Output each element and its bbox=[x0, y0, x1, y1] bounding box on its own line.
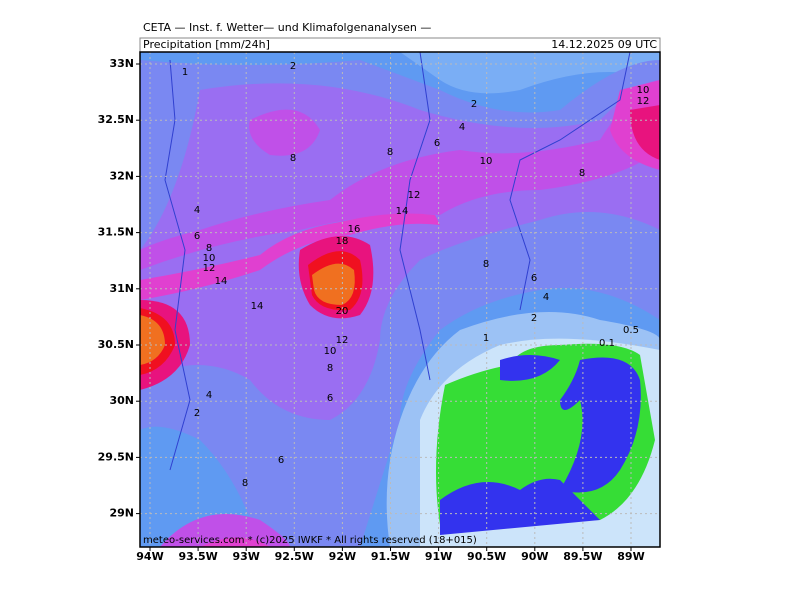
contour-label: 8 bbox=[206, 243, 212, 254]
lon-label: 93.5W bbox=[178, 550, 217, 563]
contour-label: 14 bbox=[251, 301, 264, 312]
contour-label: 8 bbox=[387, 147, 393, 158]
lon-label: 92.5W bbox=[275, 550, 314, 563]
contour-label: 16 bbox=[348, 224, 361, 235]
contour-label: 8 bbox=[483, 259, 489, 270]
lat-label: 29N bbox=[109, 507, 134, 520]
contour-label: 8 bbox=[242, 478, 248, 489]
lon-label: 90W bbox=[521, 550, 548, 563]
contour-label: 2 bbox=[531, 313, 537, 324]
lat-label: 30.5N bbox=[98, 338, 134, 351]
contour-label: 12 bbox=[203, 263, 216, 274]
footer: meteo-services.com * (c)2025 IWKF * All … bbox=[143, 535, 477, 546]
contour-label: 4 bbox=[543, 292, 549, 303]
contour-label: 12 bbox=[637, 96, 650, 107]
contour-label: 6 bbox=[327, 393, 333, 404]
contour-label: 0.1 bbox=[599, 338, 615, 349]
lat-label: 31N bbox=[109, 282, 134, 295]
contour-label: 10 bbox=[324, 346, 337, 357]
contour-label: 4 bbox=[459, 122, 465, 133]
lat-label: 32.5N bbox=[98, 113, 134, 126]
contour-label: 0.5 bbox=[623, 325, 639, 336]
contour-label: 12 bbox=[336, 335, 349, 346]
contour-label: 1 bbox=[483, 333, 489, 344]
contour-label: 6 bbox=[434, 138, 440, 149]
lon-label: 91.5W bbox=[371, 550, 410, 563]
contour-label: 8 bbox=[579, 168, 585, 179]
grid bbox=[140, 52, 660, 547]
lon-label: 91W bbox=[425, 550, 452, 563]
contour-label: 10 bbox=[637, 85, 650, 96]
contour-label: 2 bbox=[194, 408, 200, 419]
lat-label: 30N bbox=[109, 394, 134, 407]
lon-label: 90.5W bbox=[467, 550, 506, 563]
lat-label: 29.5N bbox=[98, 450, 134, 463]
lon-label: 94W bbox=[136, 550, 163, 563]
lat-label: 32N bbox=[109, 169, 134, 182]
valid-time: 14.12.2025 09 UTC bbox=[551, 38, 657, 51]
contour-label: 4 bbox=[194, 205, 200, 216]
contour-label: 2 bbox=[290, 61, 296, 72]
title: CETA — Inst. f. Wetter— und Klimafolgena… bbox=[143, 21, 431, 34]
field-name: Precipitation [mm/24h] bbox=[143, 38, 270, 51]
lon-label: 89.5W bbox=[563, 550, 602, 563]
map-field bbox=[140, 52, 660, 547]
contour-label: 4 bbox=[206, 390, 212, 401]
contour-label: 10 bbox=[480, 156, 493, 167]
contour-label: 14 bbox=[215, 276, 228, 287]
contour-label: 8 bbox=[327, 363, 333, 374]
contour-label: 18 bbox=[336, 236, 349, 247]
contour-label: 2 bbox=[471, 99, 477, 110]
map-frame bbox=[139, 51, 661, 548]
lat-label: 33N bbox=[109, 57, 134, 70]
contour-label: 1 bbox=[182, 67, 188, 78]
lon-label: 92W bbox=[329, 550, 356, 563]
lon-label: 93W bbox=[232, 550, 259, 563]
contour-label: 6 bbox=[194, 231, 200, 242]
contour-label: 14 bbox=[396, 206, 409, 217]
contour-label: 10 bbox=[203, 253, 216, 264]
lon-label: 89W bbox=[617, 550, 644, 563]
contour-label: 12 bbox=[408, 190, 421, 201]
lat-label: 31.5N bbox=[98, 226, 134, 239]
contour-label: 6 bbox=[531, 273, 537, 284]
contour-label: 20 bbox=[336, 306, 349, 317]
contour-label: 8 bbox=[290, 153, 296, 164]
contour-label: 6 bbox=[278, 455, 284, 466]
